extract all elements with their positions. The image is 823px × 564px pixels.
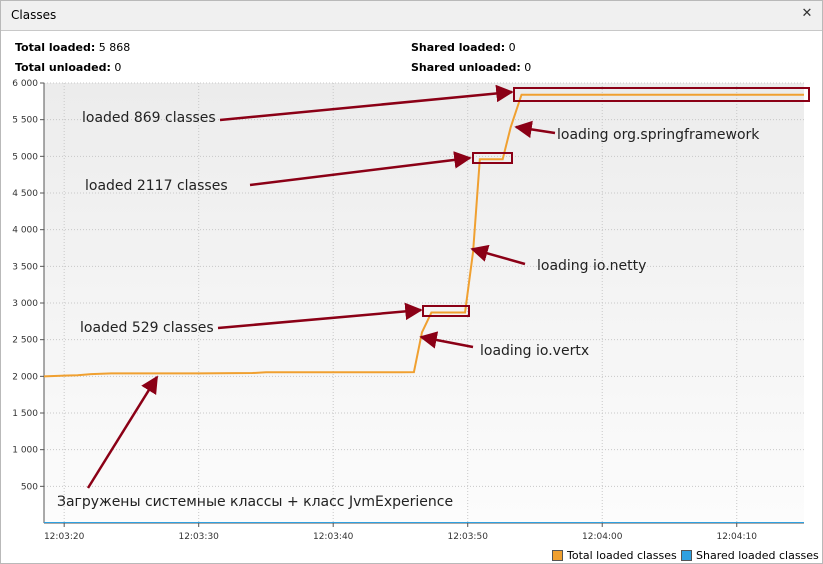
total-loaded-label: Total loaded: (15, 41, 96, 54)
highlight-box-netty (472, 152, 513, 164)
x-tick-label: 12:03:40 (313, 532, 354, 542)
legend-shared-swatch (681, 550, 692, 561)
titlebar: Classes ✕ (1, 1, 822, 31)
legend-total-label: Total loaded classes (567, 549, 677, 562)
legend-shared-label: Shared loaded classes (696, 549, 819, 562)
arrow-netty (470, 244, 526, 266)
y-tick-label: 500 (21, 482, 38, 492)
arrow-spring (514, 120, 556, 139)
total-unloaded-label: Total unloaded: (15, 61, 111, 74)
close-icon[interactable]: ✕ (801, 6, 813, 21)
annotation-system-classes: Загружены системные классы + класс JvmEx… (57, 494, 453, 510)
x-tick-label: 12:03:50 (448, 532, 489, 542)
annotation-loading-netty: loading io.netty (537, 258, 646, 274)
highlight-box-vertx (422, 305, 470, 317)
shared-unloaded-value: 0 (524, 61, 532, 74)
total-loaded-line (44, 93, 804, 378)
y-tick-label: 2 000 (12, 372, 38, 382)
x-tick-label: 12:03:20 (44, 532, 85, 542)
highlight-box-spring (513, 87, 810, 102)
shared-loaded-label: Shared loaded: (411, 41, 506, 54)
y-tick-label: 3 500 (12, 262, 38, 272)
arrow-529 (217, 302, 423, 330)
y-tick-label: 6 000 (12, 79, 38, 89)
y-tick-label: 2 500 (12, 336, 38, 346)
x-tick-label: 12:04:00 (582, 532, 623, 542)
y-tick-label: 4 000 (12, 226, 38, 236)
legend-shared: Shared loaded classes (681, 549, 819, 562)
total-unloaded-stat: Total unloaded: 0 (15, 61, 121, 74)
y-tick-label: 4 500 (12, 189, 38, 199)
annotation-loading-vertx: loading io.vertx (480, 343, 589, 359)
shared-loaded-value: 0 (508, 41, 516, 54)
shared-unloaded-label: Shared unloaded: (411, 61, 521, 74)
y-tick-label: 1 000 (12, 446, 38, 456)
shared-loaded-stat: Shared loaded: 0 (411, 41, 516, 54)
y-tick-label: 3 000 (12, 299, 38, 309)
x-tick-label: 12:04:10 (717, 532, 758, 542)
series-group (44, 93, 804, 523)
shared-unloaded-stat: Shared unloaded: 0 (411, 61, 531, 74)
total-loaded-stat: Total loaded: 5 868 (15, 41, 130, 54)
arrow-system (86, 375, 159, 489)
annotation-loaded-869: loaded 869 classes (82, 110, 216, 126)
arrow-vertx (419, 331, 474, 349)
annotation-loading-spring: loading org.springframework (557, 127, 760, 143)
x-tick-label: 12:03:30 (178, 532, 219, 542)
y-tick-label: 5 000 (12, 152, 38, 162)
annotation-loaded-529: loaded 529 classes (80, 320, 214, 336)
legend-total: Total loaded classes (552, 549, 677, 562)
total-loaded-value: 5 868 (98, 41, 131, 54)
arrow-2117 (249, 151, 472, 187)
y-tick-label: 5 500 (12, 116, 38, 126)
legend-total-swatch (552, 550, 563, 561)
total-unloaded-value: 0 (114, 61, 122, 74)
annotation-loaded-2117: loaded 2117 classes (85, 178, 228, 194)
arrow-869 (219, 84, 514, 122)
window-title: Classes (11, 8, 57, 22)
y-tick-label: 1 500 (12, 409, 38, 419)
